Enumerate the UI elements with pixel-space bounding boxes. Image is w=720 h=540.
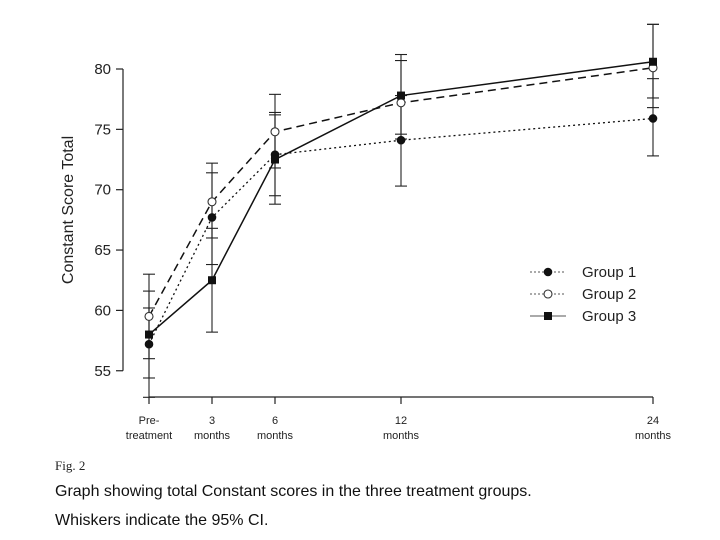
x-tick-label: months [383, 430, 420, 442]
data-point-group-2 [207, 197, 217, 207]
y-tick-label: 80 [94, 61, 111, 78]
figure-caption-line-1: Graph showing total Constant scores in t… [55, 483, 532, 500]
data-point-group-2 [144, 311, 154, 321]
data-point-group-1 [648, 114, 658, 123]
legend-marker-group-1 [543, 267, 553, 277]
y-tick-label: 70 [94, 182, 111, 199]
data-point-group-3 [145, 330, 153, 339]
data-point-group-1 [144, 339, 154, 349]
x-tick-label: treatment [126, 430, 172, 442]
figure-caption-line-2: Whiskers indicate the 95% CI. [55, 512, 269, 529]
legend-marker-group-3 [544, 312, 552, 320]
data-point-group-2 [396, 98, 406, 108]
data-point-group-3 [397, 91, 405, 100]
y-axis-title: Constant Score Total [60, 136, 77, 284]
y-tick-label: 55 [94, 363, 111, 380]
legend-label-group-2: Group 2 [582, 286, 636, 303]
data-point-group-3 [208, 276, 216, 285]
x-tick-label: 12 [395, 415, 407, 427]
x-tick-label: months [635, 430, 672, 442]
x-tick-label: 6 [272, 415, 278, 427]
x-tick-label: months [257, 430, 294, 442]
data-point-group-1 [396, 135, 406, 145]
data-point-group-3 [649, 57, 657, 66]
legend-label-group-3: Group 3 [582, 308, 636, 325]
x-tick-label: months [194, 430, 231, 442]
y-tick-label: 65 [94, 242, 111, 259]
line-chart: Constant Score Total 55 60 65 70 75 80 Pre-tre… [60, 23, 672, 442]
x-tick-label: 24 [647, 415, 659, 427]
y-tick-label: 60 [94, 302, 111, 319]
data-point-group-3 [271, 155, 279, 164]
data-point-group-1 [207, 213, 217, 222]
legend-marker-group-2 [543, 289, 553, 299]
x-tick-label: Pre- [139, 415, 160, 427]
figure-label: Fig. 2 [55, 458, 86, 473]
data-point-group-2 [270, 127, 280, 137]
x-tick-label: 3 [209, 415, 215, 427]
legend-label-group-1: Group 1 [582, 264, 636, 281]
y-tick-label: 75 [94, 121, 111, 138]
